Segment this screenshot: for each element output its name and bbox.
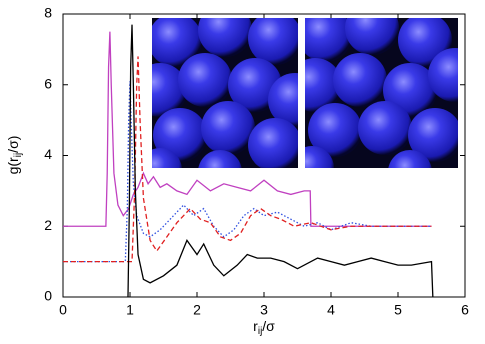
y-tick-label: 6: [44, 75, 52, 91]
series-line: [63, 56, 432, 263]
x-tick-label: 1: [126, 302, 134, 318]
x-tick-label: 2: [193, 302, 201, 318]
x-axis-label: rij/σ: [253, 318, 275, 337]
plot-area: 0 1 2 3 4 5 6 0 2 4 6 8: [44, 5, 469, 318]
y-tick-label: 4: [44, 146, 52, 162]
y-tick-label: 2: [44, 217, 52, 233]
inset-image: [305, 18, 458, 168]
y-tick-label: 0: [44, 288, 52, 304]
series-line: [63, 81, 432, 263]
x-tick-label: 3: [260, 302, 268, 318]
y-tick-label: 8: [44, 5, 52, 21]
x-tick-label: 5: [394, 302, 402, 318]
x-tick-label: 0: [59, 302, 67, 318]
y-axis-label: g(rij/σ): [5, 136, 24, 175]
inset-image: [152, 18, 298, 168]
x-tick-label: 4: [327, 302, 335, 318]
x-tick-label: 6: [461, 302, 469, 318]
series-line: [127, 24, 434, 298]
series-line: [63, 31, 432, 227]
